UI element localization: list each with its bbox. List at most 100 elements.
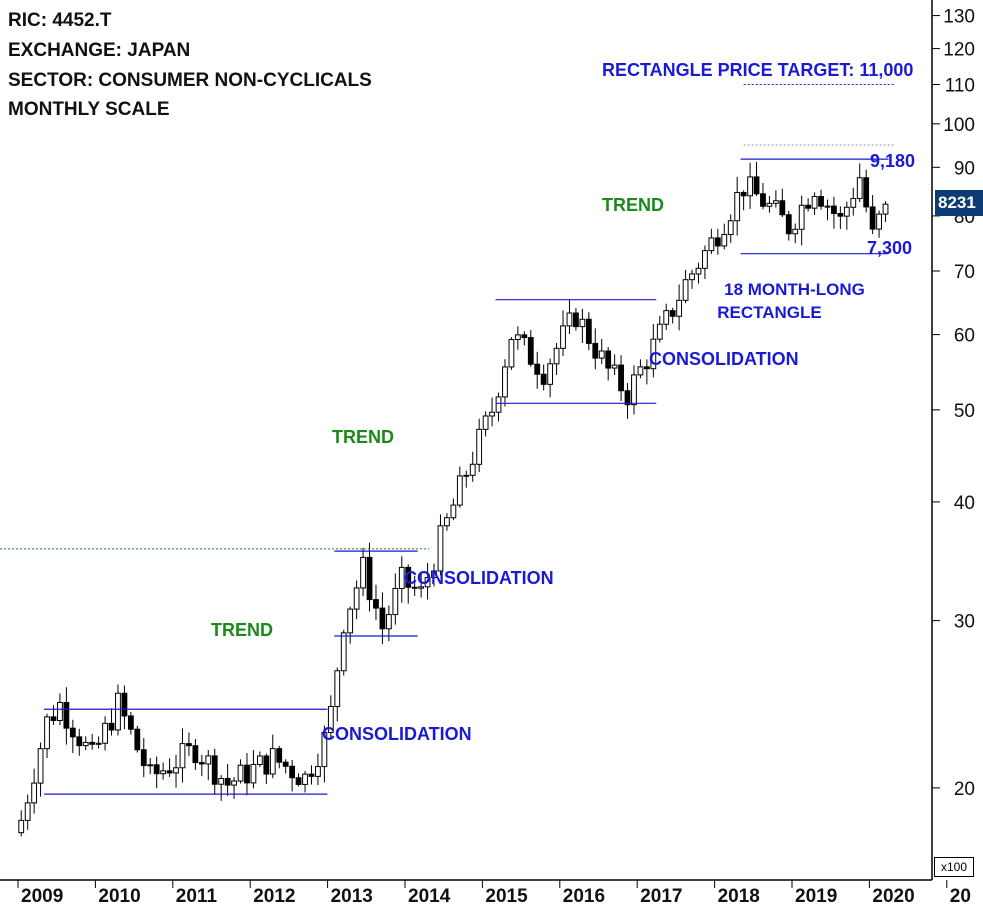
candle-body-up: [721, 234, 728, 247]
x-tick-label: 2015: [485, 886, 528, 905]
candle-body-up: [398, 566, 405, 589]
candle-body-up: [334, 670, 341, 707]
sector-label: SECTOR: CONSUMER NON-CYCLICALS: [8, 70, 372, 91]
candle-body-down: [540, 373, 547, 385]
candle-body-up: [37, 748, 44, 784]
candle-body-up: [856, 177, 863, 200]
scale-label: MONTHLY SCALE: [8, 99, 170, 120]
candle-body-up: [882, 203, 889, 215]
y-tick-label: 90: [954, 158, 975, 179]
candle-body-up: [205, 755, 212, 765]
candle-body-down: [108, 722, 115, 731]
candle-body-up: [269, 748, 276, 775]
candle-body-up: [44, 716, 50, 750]
consolidation-label-2011: CONSOLIDATION: [322, 724, 472, 744]
candle-body-up: [437, 525, 444, 572]
candle-body-up: [495, 396, 502, 413]
candle-body-down: [405, 566, 412, 588]
candle-body-up: [424, 577, 431, 588]
candle-body-down: [605, 350, 612, 369]
candle-body-up: [489, 411, 495, 417]
candle-body-down: [308, 773, 315, 777]
candle-body-up: [547, 363, 554, 385]
x-tick-label: 2017: [640, 886, 682, 905]
candle-body-up: [321, 731, 328, 768]
candle-body-down: [186, 743, 192, 747]
candle-body-down: [289, 765, 296, 779]
candle-body-up: [256, 755, 263, 766]
scale-multiplier: x100: [934, 857, 974, 877]
candle-body-up: [179, 743, 186, 769]
consolidation-label-2016: CONSOLIDATION: [649, 349, 799, 369]
candle-body-down: [869, 206, 876, 230]
candle-body-up: [115, 692, 121, 731]
candle-body-down: [624, 390, 631, 406]
candle-body-up: [173, 767, 179, 774]
candle-body-up: [18, 819, 25, 834]
candle-body-down: [69, 727, 76, 738]
candle-body-up: [708, 237, 715, 252]
candle-body-up: [482, 415, 489, 430]
ric-label: RIC: 4452.T: [8, 10, 112, 31]
candlestick-series: [18, 161, 889, 837]
candle-body-up: [102, 722, 108, 744]
candle-body-down: [211, 755, 218, 785]
candle-body-down: [379, 607, 386, 630]
candle-body-up: [24, 802, 31, 821]
candle-body-up: [469, 463, 476, 476]
candle-body-down: [527, 337, 534, 365]
candle-body-up: [689, 273, 695, 281]
candle-body-down: [192, 745, 199, 764]
candle-body-down: [373, 599, 379, 609]
candle-body-up: [734, 191, 741, 222]
candle-body-down: [50, 716, 57, 722]
x-tick-label: 2011: [176, 886, 218, 905]
candle-body-down: [714, 237, 721, 247]
candle-body-up: [360, 556, 366, 589]
candle-body-up: [450, 504, 457, 519]
candle-body-up: [340, 632, 347, 672]
x-tick-label: 2012: [253, 886, 295, 905]
x-tick-label: 2010: [98, 886, 140, 905]
candle-body-up: [766, 202, 773, 207]
candle-body-up: [824, 205, 831, 208]
candle-body-up: [702, 250, 708, 269]
candle-body-down: [740, 191, 747, 197]
candle-body-up: [598, 350, 605, 359]
exchange-label: EXCHANGE: JAPAN: [8, 40, 191, 61]
candle-body-up: [747, 176, 753, 197]
candle-body-down: [669, 310, 676, 317]
x-tick-label: 2019: [795, 886, 837, 905]
candle-body-down: [534, 363, 541, 375]
candle-body-up: [682, 279, 689, 301]
candle-body-up: [431, 570, 437, 579]
trend-label-2012: TREND: [211, 620, 273, 640]
candle-body-up: [95, 742, 102, 745]
candle-body-up: [560, 325, 566, 349]
candle-body-down: [760, 193, 766, 207]
consolidation-label-2013: CONSOLIDATION: [404, 568, 554, 588]
candle-body-down: [276, 748, 283, 763]
candle-body-up: [811, 195, 818, 209]
candle-body-down: [244, 764, 250, 784]
candle-body-down: [585, 318, 592, 344]
candle-body-up: [463, 474, 470, 477]
candle-body-up: [231, 780, 237, 786]
candle-body-down: [127, 715, 134, 730]
candle-body-down: [837, 212, 844, 217]
candle-body-up: [850, 198, 857, 208]
y-tick-label: 100: [943, 115, 975, 136]
candle-body-up: [579, 318, 586, 328]
candle-body-down: [63, 701, 70, 729]
candle-body-up: [147, 764, 154, 767]
candle-body-up: [31, 782, 38, 804]
candle-body-up: [82, 741, 89, 747]
candle-body-up: [302, 773, 308, 785]
candle-body-up: [57, 701, 63, 722]
candle-body-up: [611, 364, 618, 369]
candle-body-up: [695, 267, 702, 275]
candle-body-down: [573, 312, 579, 328]
candle-body-up: [676, 299, 683, 317]
